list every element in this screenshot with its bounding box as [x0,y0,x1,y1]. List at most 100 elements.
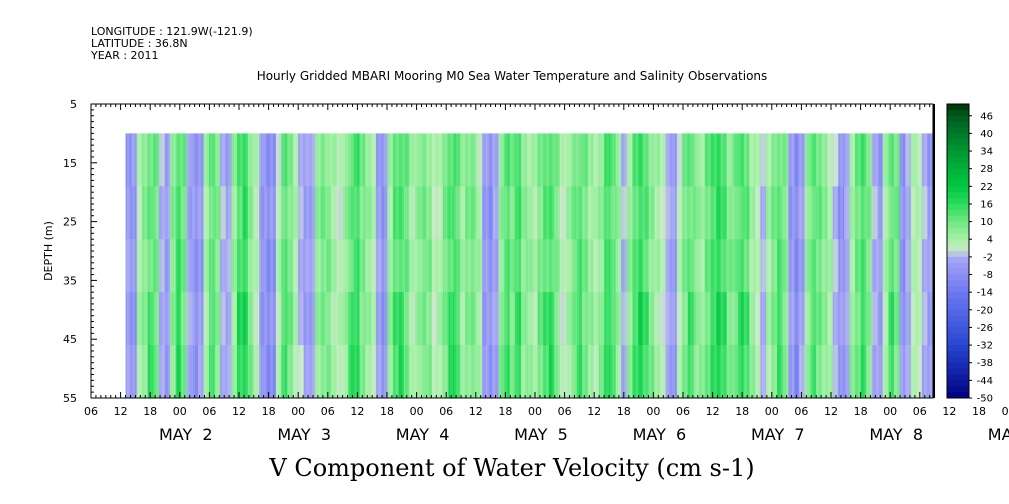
x-tick-label: 06 [913,405,927,418]
colorbar-swatch [947,156,969,164]
colorbar-swatch [947,274,969,281]
x-tick-label: 00 [883,405,897,418]
colorbar-label: 10 [980,217,993,228]
colorbar-label: 16 [980,199,993,210]
chart-title: Hourly Gridded MBARI Mooring M0 Sea Wate… [257,69,768,83]
colorbar-swatch [947,198,969,205]
colorbar-swatch [947,256,969,264]
colorbar-swatch [947,209,969,217]
colorbar-label: -8 [983,270,993,281]
colorbar-swatch [947,251,969,258]
colorbar-swatch [947,333,969,340]
colorbar-swatch [947,145,969,152]
colorbar-label: -14 [977,288,993,299]
colorbar-label: 46 [980,111,993,122]
colorbar-swatch [947,380,969,387]
colorbar-swatch [947,233,969,240]
x-date-label: MAY 5 [514,425,568,444]
x-tick-label: 06 [439,405,453,418]
x-tick-label: 00 [528,405,542,418]
x-tick-label: 12 [232,405,246,418]
year-label: YEAR : 2011 [90,49,159,62]
colorbar-swatch [947,286,969,293]
latitude-label: LATITUDE : 36.8N [91,37,188,50]
colorbar-frame [946,103,970,399]
colorbar-swatch [947,303,969,311]
x-tick-label: 06 [84,405,98,418]
x-tick-label: 06 [676,405,690,418]
colorbar-swatch [947,104,969,111]
x-tick-label: 18 [262,405,276,418]
x-tick-label: 00 [765,405,779,418]
colorbar-swatch [947,327,969,334]
colorbar-swatch [947,292,969,299]
colorbar-swatch [947,109,969,117]
y-tick-label: 15 [63,157,77,170]
colorbar-label: 4 [987,235,993,246]
x-date-label: MAY 8 [869,425,923,444]
heatmap-texture [127,133,933,398]
x-date-label: MAY 7 [751,425,805,444]
x-date-label: MAY 9 [988,425,1009,444]
colorbar-swatch [947,215,969,222]
colorbar-swatch [947,315,969,322]
colorbar-swatch [947,180,969,187]
x-tick-label: 00 [173,405,187,418]
colorbar-swatch [947,221,969,228]
colorbar-swatch [947,345,969,352]
x-tick-label: 06 [321,405,335,418]
colorbar-swatch [947,309,969,317]
colorbar-swatch [947,186,969,193]
colorbar-swatch [947,127,969,134]
colorbar-swatch [947,162,969,170]
x-tick-label: 12 [469,405,483,418]
x-tick-label: 18 [854,405,868,418]
colorbar-label: -26 [977,323,993,334]
colorbar-swatch [947,298,969,305]
x-tick-label: 06 [202,405,216,418]
x-tick-label: 18 [735,405,749,418]
colorbar-swatch [947,386,969,393]
colorbar-swatch [947,262,969,270]
colorbar-swatch [947,115,969,123]
colorbar-label: 40 [980,129,993,140]
colorbar-swatch [947,362,969,369]
x-tick-label: 12 [587,405,601,418]
x-date-label: MAY 3 [277,425,331,444]
x-tick-label: 00 [1002,405,1009,418]
x-tick-label: 12 [350,405,364,418]
x-tick-label: 18 [143,405,157,418]
colorbar: 46 40 34 28 22 16 10 4 -2 -8 -14 -20 -26 -32 -38 -44 -50 [946,103,993,405]
colorbar-swatch [947,151,969,158]
colorbar-swatch [947,168,969,175]
x-tick-label: 18 [498,405,512,418]
x-tick-label: 00 [410,405,424,418]
x-tick-label: 00 [646,405,660,418]
x-tick-label: 06 [558,405,572,418]
x-tick-label: 12 [824,405,838,418]
x-tick-label: 18 [380,405,394,418]
colorbar-swatch [947,356,969,364]
colorbar-swatch [947,133,969,140]
colorbar-label: -2 [983,252,993,263]
x-tick-label: 18 [617,405,631,418]
y-axis: 5 15 25 35 45 55 [63,98,97,405]
colorbar-label: 22 [980,182,993,193]
colorbar-swatch [947,374,969,381]
colorbar-swatch [947,368,969,375]
y-tick-label: 25 [63,216,77,229]
y-tick-label: 45 [63,333,77,346]
colorbar-swatch [947,321,969,328]
colorbar-swatch [947,280,969,287]
longitude-label: LONGITUDE : 121.9W(-121.9) [91,25,253,38]
colorbar-swatch [947,245,969,252]
x-axis: 06 12 18 00 06 12 18 00 06 12 18 00 06 12 18 00 06 12 18 00… [84,104,1009,444]
x-tick-label: 12 [942,405,956,418]
colorbar-swatch [947,139,969,146]
colorbar-swatch [947,239,969,246]
x-tick-label: 06 [794,405,808,418]
colorbar-label: -20 [977,305,993,316]
x-tick-label: 18 [972,405,986,418]
colorbar-label: 28 [980,164,993,175]
